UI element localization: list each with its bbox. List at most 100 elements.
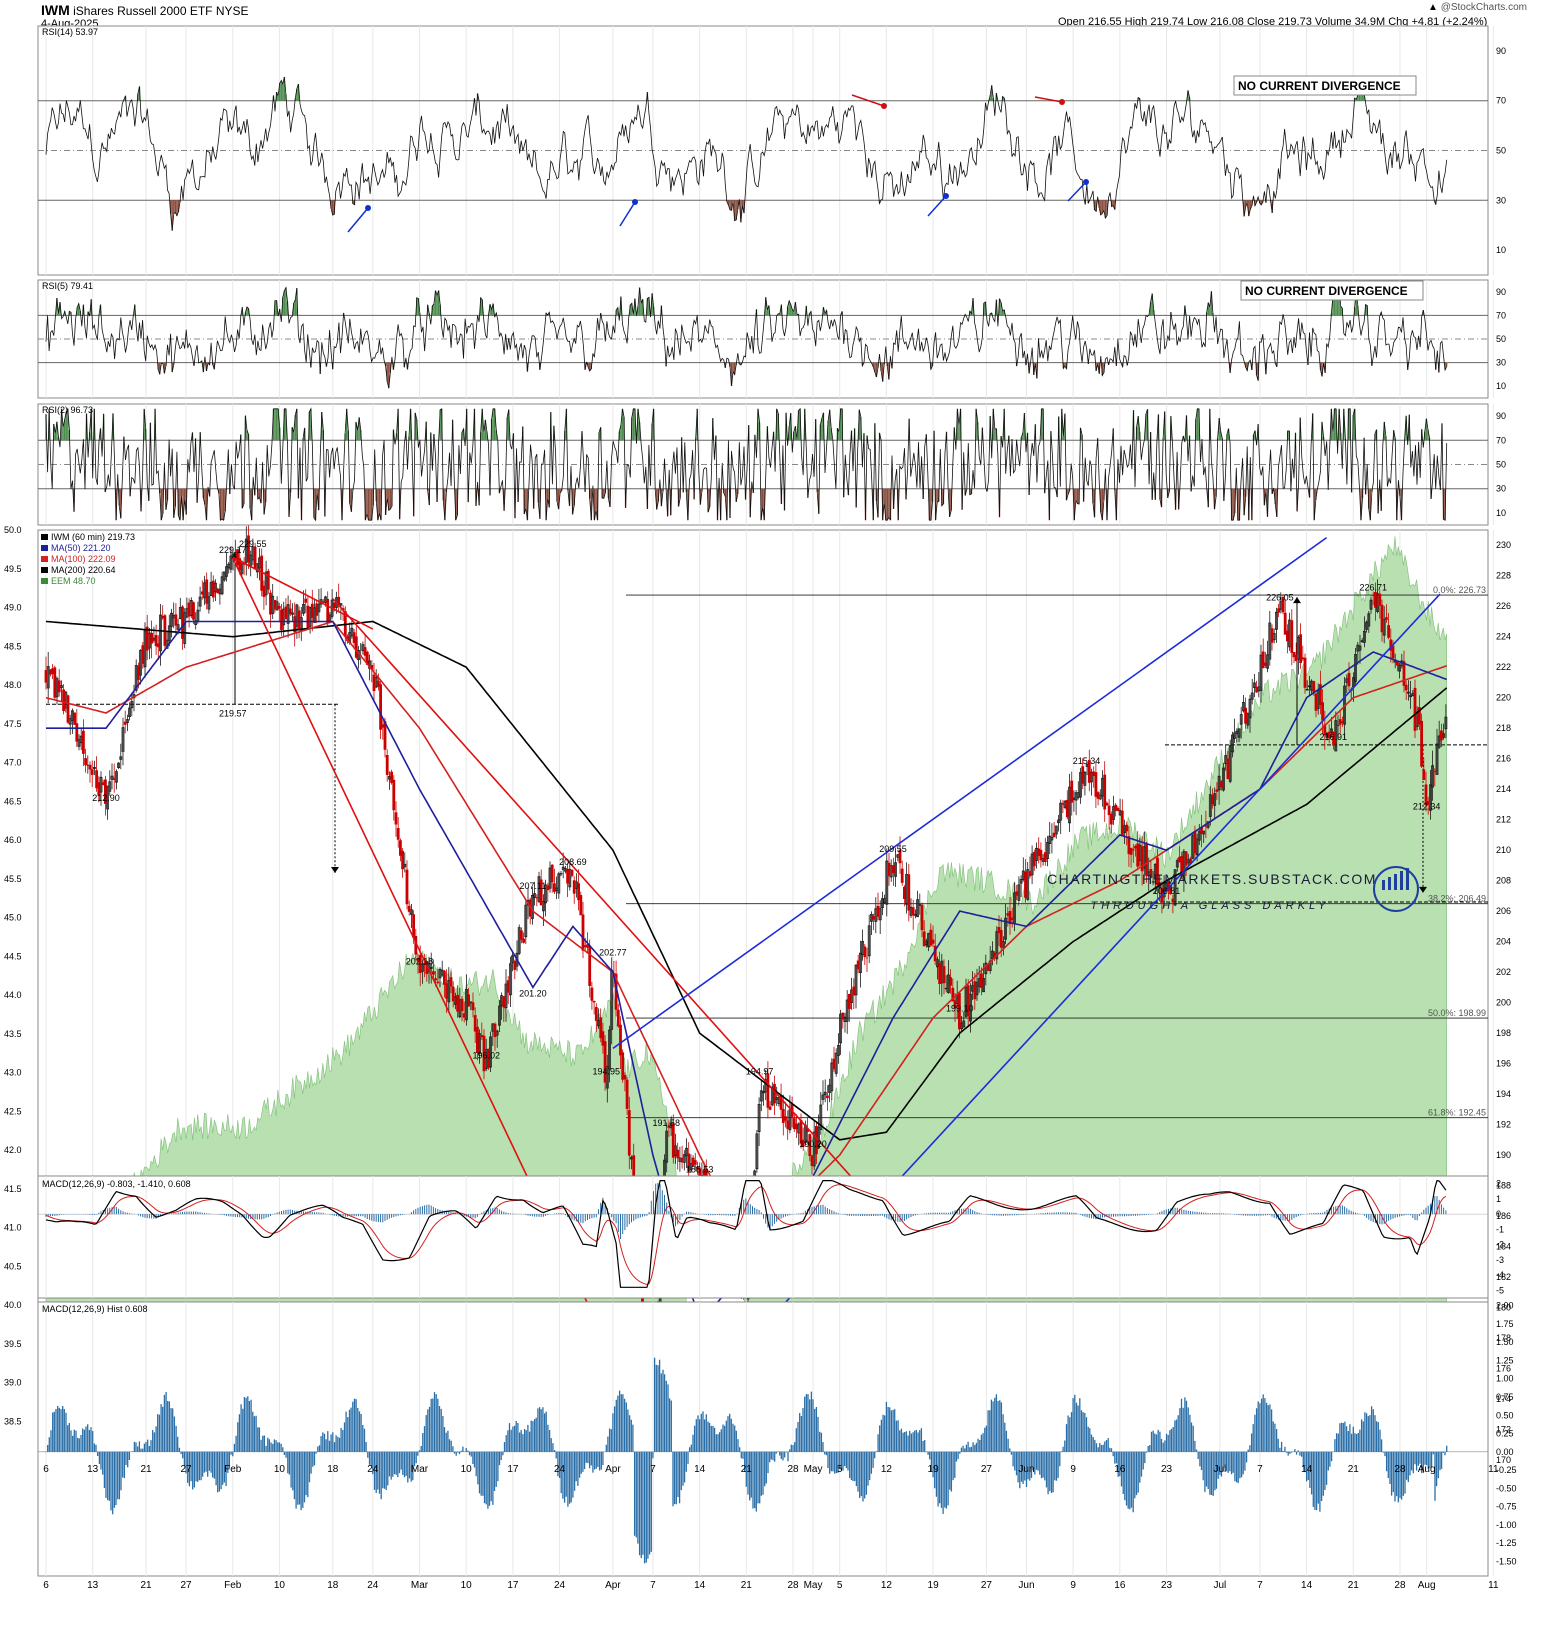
ticker-symbol: IWM	[41, 2, 70, 18]
price-annotation: 208.69	[559, 857, 587, 867]
price-tick-label: 178	[1496, 1333, 1511, 1343]
x-axis-label: 21	[140, 1464, 152, 1475]
logo-bar	[1394, 874, 1397, 890]
x-axis-label: Jun	[1018, 1464, 1034, 1475]
price-tick-label: 216	[1496, 754, 1511, 764]
macd-tick-label: -2	[1496, 1240, 1504, 1250]
price-tick-label: 188	[1496, 1181, 1511, 1191]
price-annotation: 207.11	[519, 881, 546, 891]
eem-tick-label: 40.5	[4, 1261, 22, 1271]
x-axis-label: 9	[1070, 1580, 1076, 1591]
x-axis-label: 10	[274, 1580, 286, 1591]
watermark-subtitle: THROUGH A GLASS DARKLY	[1091, 900, 1330, 912]
logo-bar	[1388, 877, 1391, 890]
price-tick-label: 196	[1496, 1059, 1511, 1069]
rsi-label: RSI(14) 53.97	[42, 27, 98, 37]
x-axis-label: 12	[881, 1580, 893, 1591]
eem-tick-label: 43.5	[4, 1029, 22, 1039]
x-axis-label: 28	[787, 1580, 799, 1591]
price-annotation: 209.55	[879, 844, 907, 854]
x-axis-label: 17	[507, 1464, 519, 1475]
price-tick-label: 192	[1496, 1120, 1511, 1130]
eem-tick-label: 44.0	[4, 990, 22, 1000]
price-tick-label: 220	[1496, 693, 1511, 703]
x-axis-label: May	[804, 1580, 823, 1591]
eem-tick-label: 45.0	[4, 913, 22, 923]
legend-swatch	[41, 567, 48, 573]
rsi-tick-label: 30	[1496, 195, 1506, 205]
rsi-tick-label: 30	[1496, 484, 1506, 494]
x-axis-label: 6	[43, 1464, 49, 1475]
x-axis-label: 11	[1488, 1580, 1499, 1591]
x-axis-label: 11	[1488, 1464, 1499, 1475]
price-annotation: 188.53	[686, 1164, 714, 1174]
x-axis-label: 10	[274, 1464, 286, 1475]
x-axis-label: Jul	[1213, 1464, 1226, 1475]
x-axis-label: 23	[1161, 1580, 1173, 1591]
price-tick-label: 230	[1496, 540, 1511, 550]
eem-tick-label: 46.0	[4, 835, 22, 845]
divergence-arrow-head	[881, 103, 887, 109]
price-tick-label: 208	[1496, 876, 1511, 886]
watermark-logo	[1373, 866, 1419, 912]
x-axis-label: Mar	[411, 1580, 429, 1591]
divergence-note-box	[1240, 280, 1424, 301]
divergence-note: NO CURRENT DIVERGENCE	[1245, 284, 1408, 298]
eem-tick-label: 44.5	[4, 951, 22, 961]
rsi-label: RSI(2) 96.73	[42, 405, 93, 415]
hist-tick-label: -1.00	[1496, 1520, 1517, 1530]
x-axis-label: Jul	[1213, 1580, 1226, 1591]
hist-tick-label: 0.75	[1496, 1392, 1514, 1402]
logo-bar	[1406, 868, 1409, 890]
rsi-tick-label: 90	[1496, 411, 1506, 421]
x-axis-label: 24	[554, 1580, 566, 1591]
x-axis-label: 27	[981, 1464, 993, 1475]
price-tick-label: 184	[1496, 1242, 1511, 1252]
eem-tick-label: 48.0	[4, 680, 22, 690]
divergence-arrow	[1034, 96, 1063, 103]
price-annotation: 216.91	[1319, 732, 1347, 742]
rsi-tick-label: 10	[1496, 508, 1506, 518]
x-axis-label: 27	[181, 1580, 193, 1591]
red-trendline	[332, 598, 887, 1217]
brand-logo: ▲	[1428, 2, 1438, 13]
rsi-tick-label: 10	[1496, 245, 1506, 255]
price-annotation: 215.34	[1073, 756, 1101, 766]
eem-tick-label: 43.0	[4, 1068, 22, 1078]
x-axis-label: 23	[1161, 1464, 1173, 1475]
x-axis-label: 6	[43, 1580, 49, 1591]
macd-hist-bars	[45, 1357, 1448, 1564]
hist-tick-label: 0.00	[1496, 1447, 1514, 1457]
macd-tick-label: 0	[1496, 1209, 1501, 1219]
hist-label: MACD(12,26,9) Hist 0.608	[42, 1304, 148, 1314]
eem-tick-label: 47.5	[4, 719, 22, 729]
hist-tick-label: 1.25	[1496, 1355, 1514, 1365]
divergence-arrow-head	[943, 193, 949, 199]
x-axis-label: 16	[1114, 1464, 1126, 1475]
eem-tick-label: 50.0	[4, 525, 22, 535]
x-axis-label: 28	[787, 1464, 799, 1475]
x-axis-label: 10	[461, 1580, 473, 1591]
divergence-arrow-head	[365, 205, 371, 211]
ohlc-readout: Open 216.55 High 219.74 Low 216.08 Close…	[1058, 16, 1488, 28]
rsi-tick-label: 90	[1496, 287, 1506, 297]
fib-level-label: 38.2%: 206.49	[1428, 894, 1486, 904]
x-axis: 6 6 13 13 21 21 27 27 Feb Feb 10 10 18 18 24 24 Mar Mar 10…	[43, 1464, 1499, 1591]
hist-tick-label: 0.50	[1496, 1410, 1514, 1420]
macd-tick-label: -4	[1496, 1270, 1504, 1280]
x-axis-label: Apr	[605, 1464, 621, 1475]
x-axis-label: 9	[1070, 1464, 1076, 1475]
brand-text: @StockCharts.com	[1440, 2, 1527, 13]
price-tick-label: 222	[1496, 662, 1511, 672]
x-axis-label: Aug	[1418, 1464, 1436, 1475]
x-axis-label: 7	[650, 1580, 656, 1591]
macd-signal-line	[45, 1184, 1447, 1286]
divergence-note: NO CURRENT DIVERGENCE	[1238, 79, 1401, 93]
x-axis-label: 24	[367, 1464, 379, 1475]
x-axis-label: 19	[928, 1464, 940, 1475]
x-axis-label: 18	[327, 1464, 339, 1475]
x-axis-label: 21	[1348, 1464, 1360, 1475]
x-axis-label: 18	[327, 1580, 339, 1591]
price-tick-label: 180	[1496, 1303, 1511, 1313]
